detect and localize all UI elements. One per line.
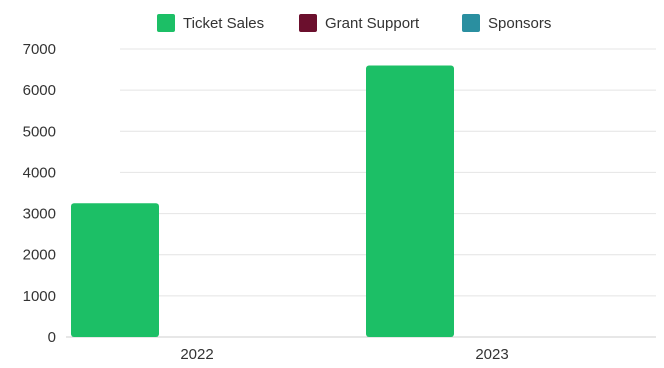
legend-item-ticket-sales: Ticket Sales xyxy=(157,14,264,32)
y-tick-label: 5000 xyxy=(23,123,56,140)
legend-swatch xyxy=(462,14,480,32)
x-tick-label: 2023 xyxy=(475,346,508,363)
legend-label: Grant Support xyxy=(325,15,420,32)
y-tick-label: 2000 xyxy=(23,247,56,264)
legend-item-sponsors: Sponsors xyxy=(462,14,551,32)
bar-ticket-sales-2023 xyxy=(366,65,454,337)
legend-swatch xyxy=(157,14,175,32)
legend-swatch xyxy=(299,14,317,32)
y-tick-label: 0 xyxy=(48,329,56,346)
y-tick-label: 3000 xyxy=(23,206,56,223)
y-tick-label: 1000 xyxy=(23,288,56,305)
axes: 0 1000 2000 3000 4000 5000 6000 7000 2022 2023 xyxy=(23,41,656,363)
y-tick-label: 6000 xyxy=(23,82,56,99)
legend-label: Ticket Sales xyxy=(183,15,264,32)
legend-item-grant-support: Grant Support xyxy=(299,14,420,32)
legend-label: Sponsors xyxy=(488,15,551,32)
legend: Ticket Sales Grant Support Sponsors xyxy=(157,14,551,32)
y-tick-label: 4000 xyxy=(23,164,56,181)
bar-ticket-sales-2022 xyxy=(71,203,159,337)
bars xyxy=(71,65,454,337)
x-tick-label: 2022 xyxy=(180,346,213,363)
y-tick-label: 7000 xyxy=(23,41,56,58)
